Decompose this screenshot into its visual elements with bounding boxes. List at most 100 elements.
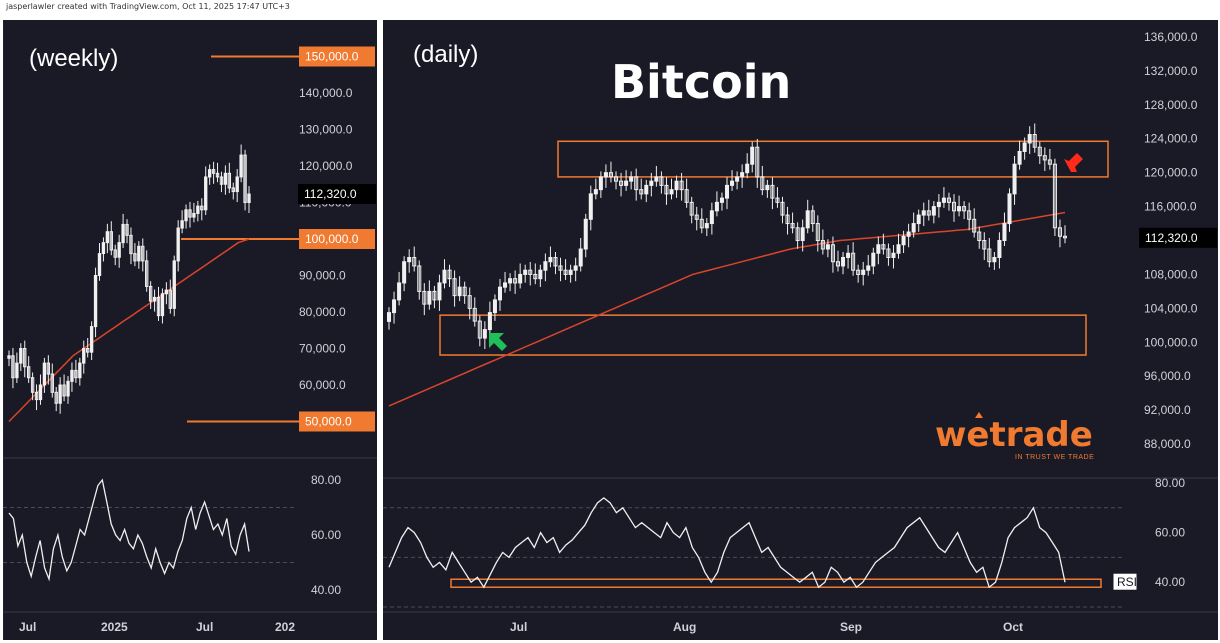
candle [117, 242, 121, 258]
candle [871, 252, 876, 267]
level-badge-text: 50,000.0 [305, 415, 352, 429]
candle [992, 256, 997, 263]
candle [664, 184, 669, 195]
rsi-tick-label: 60.00 [311, 528, 341, 542]
candle [1052, 163, 1057, 229]
candle [82, 348, 86, 364]
candle [487, 312, 492, 331]
candle [38, 384, 43, 401]
candle [30, 377, 35, 393]
weekly-chart[interactable]: 140,000.0130,000.0120,000.0110,000.090,0… [3, 20, 377, 640]
candle [492, 299, 497, 314]
candle [699, 218, 704, 229]
level-badge [299, 46, 375, 67]
candle [219, 176, 224, 185]
candle [497, 286, 502, 301]
last-price-text: 112,320.0 [1145, 231, 1198, 245]
candle [105, 231, 110, 244]
candle [921, 210, 926, 216]
candle [694, 214, 699, 220]
candle [1057, 227, 1062, 237]
candle [558, 265, 563, 271]
daily-chart[interactable]: 136,000.0 132,000.0 128,000.0 124,000.0 120,… [383, 20, 1218, 640]
candle [101, 242, 106, 255]
candle [941, 197, 946, 203]
candle [856, 269, 861, 275]
rsi-label-box [1112, 572, 1138, 591]
daily-chart-panel[interactable]: 136,000.0 132,000.0 128,000.0 124,000.0 120,… [383, 20, 1218, 640]
rsi-tick-label: 40.00 [311, 583, 341, 597]
candle [523, 269, 528, 275]
time-tick-label: 2025 [101, 620, 128, 634]
candle [180, 220, 184, 229]
candle [133, 253, 137, 262]
candle [23, 348, 27, 368]
candle [629, 176, 634, 182]
logo-accent-icon [975, 412, 983, 418]
candle [215, 172, 220, 178]
candle [583, 218, 588, 250]
candle [196, 205, 200, 214]
candle [462, 286, 467, 297]
red-arrow-icon [1064, 153, 1083, 172]
candle [533, 273, 538, 280]
candle [26, 366, 31, 379]
candle [619, 180, 624, 186]
time-axis: Jul Aug Sep Oct [510, 620, 1023, 634]
candle [830, 244, 835, 263]
candle [176, 227, 180, 262]
candle [952, 201, 957, 212]
candle [1027, 134, 1032, 144]
candle [780, 201, 785, 216]
price-tick-label: 88,000.0 [1144, 437, 1191, 451]
rsi-line [8, 478, 250, 582]
price-tick-label: 120,000.0 [299, 159, 353, 173]
price-zone [439, 314, 1087, 356]
candle [588, 193, 593, 220]
price-tick-label: 136,000.0 [1144, 30, 1198, 44]
candle [740, 172, 745, 178]
time-tick-label: Sep [840, 620, 862, 634]
rsi-tick-label: 40.00 [1155, 575, 1185, 589]
price-tick-label: 130,000.0 [299, 123, 353, 137]
zones [439, 140, 1109, 588]
candle [223, 172, 228, 185]
candle [926, 210, 931, 216]
weekly-chart-panel[interactable]: 140,000.0130,000.0120,000.0110,000.090,0… [3, 20, 377, 640]
candle [74, 369, 78, 379]
candle [50, 373, 54, 393]
candle [192, 212, 196, 218]
candle [508, 278, 513, 284]
rsi-label-badge: RSI [1112, 572, 1138, 591]
price-tick-label: 140,000.0 [299, 86, 353, 100]
candle [457, 286, 462, 297]
price-levels: 150,000.0 100,000.0 50,000.0 [181, 46, 375, 432]
candle [42, 362, 47, 386]
candle [211, 169, 216, 174]
last-price-box [1139, 227, 1217, 248]
candle [407, 256, 412, 263]
candle [148, 285, 153, 302]
candle [1062, 235, 1068, 239]
price-tick-label: 90,000.0 [299, 269, 346, 283]
candle [770, 184, 775, 199]
time-tick-label: 202 [275, 620, 295, 634]
candle [422, 290, 427, 305]
chart-title: Bitcoin [611, 55, 791, 109]
candle [113, 249, 117, 258]
candle [417, 265, 422, 292]
candle [1032, 134, 1037, 148]
candle [472, 307, 477, 322]
price-tick-label: 132,000.0 [1144, 64, 1198, 78]
candle [427, 290, 432, 305]
candle [141, 245, 145, 262]
candle [392, 299, 397, 314]
candle [745, 163, 750, 174]
candle [168, 289, 172, 309]
candle [528, 269, 533, 275]
candle [730, 180, 735, 186]
candle [437, 282, 442, 301]
candle [402, 261, 407, 284]
candle [164, 289, 169, 295]
panel-label: (weekly) [29, 45, 118, 72]
